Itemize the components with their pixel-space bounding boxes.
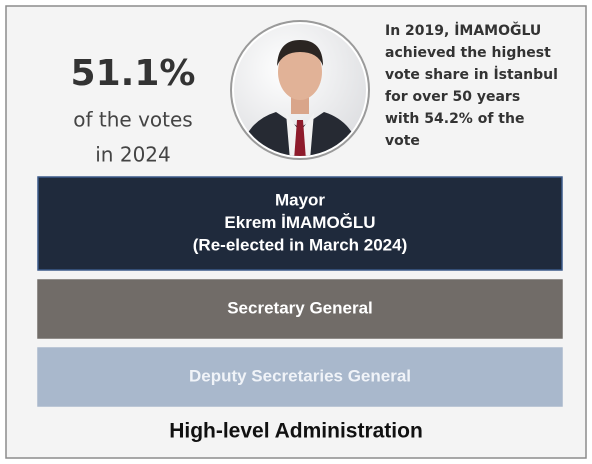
stat-line: of the votes [73, 108, 192, 132]
note-line: vote share in İstanbul [385, 66, 558, 83]
level-line: Ekrem İMAMOĞLU [224, 213, 375, 232]
footer: High-level Administration [169, 420, 423, 443]
level-box: Mayor Ekrem İMAMOĞLU (Re-elected in March … [37, 176, 563, 271]
level-line: Deputy Secretaries General [189, 366, 411, 385]
level-box: Secretary General [37, 279, 563, 339]
level-line: Secretary General [227, 298, 373, 317]
note-line: In 2019, İMAMOĞLU [385, 21, 541, 39]
level-line: Mayor [275, 190, 325, 209]
level-rect [37, 279, 563, 339]
stat-line: in 2024 [95, 143, 171, 167]
level-rect [37, 347, 563, 407]
portrait [230, 20, 370, 160]
levels: Mayor Ekrem İMAMOĞLU (Re-elected in March … [37, 176, 563, 407]
note-line: vote [385, 133, 420, 149]
level-box: Deputy Secretaries General [37, 347, 563, 407]
note-line: achieved the highest [385, 45, 551, 61]
note: In 2019, İMAMOĞLU achieved the highest vot… [385, 21, 558, 149]
level-line: (Re-elected in March 2024) [193, 235, 407, 254]
level-rect [37, 176, 563, 271]
stat-value: 51.1% [71, 53, 196, 94]
note-line: with 54.2% of the [385, 111, 524, 127]
note-line: for over 50 years [385, 89, 520, 105]
